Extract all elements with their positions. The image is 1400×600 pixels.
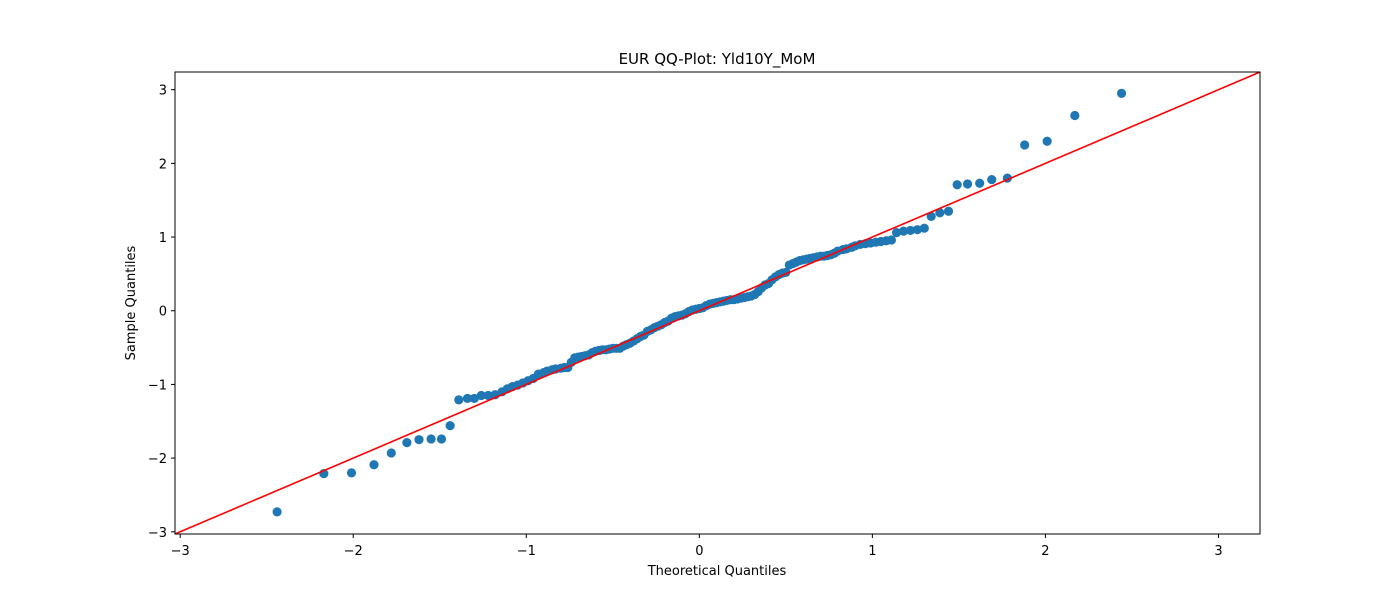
x-tick-label: −1	[517, 544, 536, 559]
x-tick-label: 1	[868, 544, 876, 559]
data-point	[952, 180, 962, 190]
data-point	[987, 174, 997, 185]
data-point	[1070, 110, 1080, 121]
data-point	[1042, 136, 1052, 146]
x-axis-label: Theoretical Quantiles	[647, 564, 787, 579]
data-point	[414, 435, 424, 445]
data-point	[1020, 140, 1030, 150]
data-point	[483, 390, 493, 401]
data-point	[402, 438, 412, 448]
data-point	[943, 206, 954, 216]
reference-line	[175, 72, 1260, 534]
data-point	[905, 225, 916, 236]
x-tick-label: −2	[344, 544, 363, 559]
y-tick-label: 3	[159, 84, 167, 99]
y-tick-label: −2	[148, 452, 167, 467]
data-point	[892, 228, 902, 238]
data-point	[346, 468, 357, 478]
data-point	[476, 390, 486, 401]
plot-frame	[174, 71, 1261, 535]
y-tick-label: −3	[148, 526, 167, 541]
data-point	[369, 460, 379, 470]
data-point	[898, 226, 909, 236]
data-point	[386, 448, 396, 458]
data-point	[975, 178, 985, 188]
data-point	[1116, 88, 1127, 98]
data-point	[919, 223, 929, 233]
y-tick-label: −1	[148, 378, 167, 393]
x-tick-label: 0	[695, 544, 703, 559]
chart-title: EUR QQ-Plot: Yld10Y_MoM	[619, 50, 816, 69]
data-point	[962, 179, 973, 189]
x-tick-label: 2	[1041, 544, 1049, 559]
data-point	[272, 507, 282, 517]
y-axis-label: Sample Quantiles	[124, 245, 139, 360]
x-tick-label: −3	[171, 544, 190, 559]
data-point	[426, 434, 436, 444]
data-point	[935, 208, 945, 218]
data-point	[454, 395, 464, 405]
y-tick-label: 1	[159, 231, 167, 246]
y-tick-label: 2	[159, 157, 167, 172]
y-tick-label: 0	[159, 305, 167, 320]
data-point	[462, 393, 473, 404]
x-tick-label: 3	[1214, 544, 1222, 559]
data-point	[469, 393, 479, 404]
data-point	[445, 421, 455, 431]
data-point	[886, 235, 897, 245]
data-point	[912, 225, 922, 235]
data-point	[926, 211, 936, 222]
data-point	[436, 434, 447, 444]
